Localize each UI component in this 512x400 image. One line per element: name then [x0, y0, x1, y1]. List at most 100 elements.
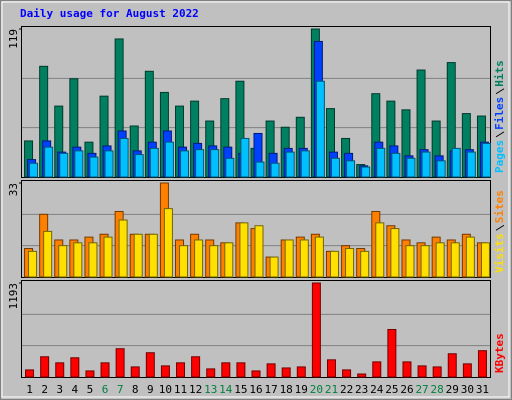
x-tick-label: 27 [415, 383, 428, 396]
x-tick-label: 25 [385, 383, 398, 396]
x-tick-label: 26 [400, 383, 413, 396]
y-tick-label: 1193 [7, 283, 20, 310]
bar [266, 363, 276, 378]
bar [357, 373, 367, 378]
bar [326, 359, 336, 378]
bar [239, 222, 249, 278]
x-tick-label: 9 [147, 383, 154, 396]
bar [164, 141, 174, 178]
bar [376, 147, 386, 178]
bar [225, 157, 235, 178]
bar [194, 239, 204, 278]
bar [89, 156, 99, 178]
bar [435, 242, 445, 278]
bar [224, 242, 234, 278]
bar [311, 282, 321, 378]
bar [210, 149, 220, 178]
bar [432, 366, 442, 378]
bar [299, 239, 309, 278]
bar [402, 361, 412, 378]
bar [145, 352, 155, 378]
bar [387, 328, 397, 378]
bar [179, 245, 189, 278]
legend-label: Hits [493, 60, 506, 87]
bar [462, 363, 472, 378]
legend-label: Sites [493, 190, 506, 223]
bar [163, 208, 173, 278]
legend-separator [495, 224, 505, 231]
bar [44, 146, 54, 178]
bar [100, 362, 110, 378]
bar [345, 248, 355, 278]
bar [417, 365, 427, 378]
panel [21, 280, 491, 378]
bar [180, 150, 190, 178]
x-tick-label: 7 [117, 383, 124, 396]
x-tick-label: 31 [476, 383, 489, 396]
bar [148, 233, 158, 278]
chart-title: Daily usage for August 2022 [20, 7, 199, 20]
legend-separator [495, 88, 505, 95]
x-tick-label: 13 [204, 383, 217, 396]
bar [236, 362, 246, 378]
bar [342, 369, 352, 378]
bar [447, 353, 457, 378]
bar [59, 152, 69, 178]
bar [149, 147, 159, 178]
x-tick-label: 24 [370, 383, 384, 396]
bar [88, 242, 98, 278]
bar [74, 150, 84, 178]
bar [269, 256, 279, 278]
bar [85, 370, 95, 378]
legend-label: Visits [493, 233, 506, 273]
bar [73, 242, 83, 278]
x-tick-label: 12 [189, 383, 202, 396]
x-tick-label: 30 [461, 383, 474, 396]
bar [191, 356, 201, 378]
bar [58, 245, 68, 278]
x-tick-label: 6 [102, 383, 109, 396]
bar [330, 157, 340, 178]
bar [160, 365, 170, 378]
bar [375, 222, 385, 278]
bar [450, 242, 460, 278]
x-tick-label: 20 [310, 383, 323, 396]
bar [134, 154, 144, 178]
x-tick-label: 16 [249, 383, 262, 396]
bar [284, 239, 294, 278]
bar [270, 162, 280, 178]
bar [206, 368, 216, 378]
bar [436, 160, 446, 178]
bar [480, 242, 490, 278]
bar [240, 137, 250, 178]
bar [28, 250, 38, 278]
bar [115, 348, 125, 378]
x-tick-label: 28 [431, 383, 444, 396]
bar [176, 362, 186, 378]
bar [361, 166, 371, 178]
bar [221, 362, 231, 378]
legend-label: KBytes [493, 333, 506, 373]
bar [421, 151, 431, 178]
x-tick-label: 21 [325, 383, 338, 396]
legend-separator [495, 131, 505, 138]
bar [255, 161, 265, 178]
bar [405, 245, 415, 278]
bar [40, 356, 50, 378]
bar [130, 366, 140, 378]
x-tick-label: 14 [219, 383, 233, 396]
bar [103, 236, 113, 278]
bar [195, 149, 205, 178]
bar [43, 230, 53, 278]
y-tick-label: 119 [7, 29, 20, 49]
x-tick-label: 19 [295, 383, 308, 396]
bar [346, 160, 356, 178]
bar [29, 162, 39, 178]
legend-label: Files [493, 97, 506, 130]
bar [251, 370, 261, 378]
bar [118, 219, 128, 278]
bar [406, 157, 416, 178]
y-tick-label: 33 [7, 183, 20, 196]
x-tick-label: 22 [340, 383, 353, 396]
